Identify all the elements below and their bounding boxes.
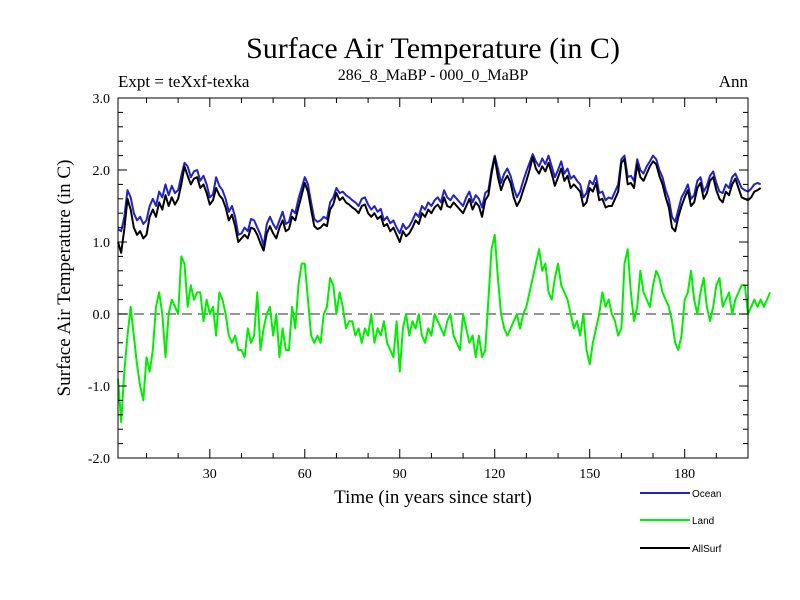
x-tick-label: 90 [393, 467, 407, 482]
y-tick-label: -1.0 [88, 380, 110, 395]
plot-frame [117, 97, 749, 459]
y-tick-label: -2.0 [88, 452, 110, 467]
y-tick-label: 2.0 [93, 164, 111, 179]
series-line-allsurf [117, 156, 762, 254]
subtitle-center: 286_8_MaBP - 000_0_MaBP [338, 67, 529, 84]
y-tick-label: 0.0 [93, 308, 111, 323]
y-tick-label: 1.0 [93, 236, 111, 251]
subtitle-left: Expt = teXxf-texka [118, 72, 250, 91]
legend-label-allsurf: AllSurf [692, 544, 722, 555]
legend-label-land: Land [692, 516, 714, 527]
y-axis-label: Surface Air Temperature (in C) [54, 160, 75, 397]
subtitle-right: Ann [719, 72, 749, 91]
y-tick-labels: -2.0 -1.0 0.0 1.0 2.0 3.0 [88, 92, 110, 467]
x-tick-label: 120 [484, 467, 505, 482]
x-tick-label: 60 [298, 467, 312, 482]
x-axis-label: Time (in years since start) [334, 487, 532, 508]
chart-title: Surface Air Temperature (in C) [246, 32, 620, 65]
x-tick-label: 180 [674, 467, 695, 482]
ticks-layer [118, 97, 748, 459]
x-tick-label: 150 [579, 467, 600, 482]
y-tick-label: 3.0 [93, 92, 111, 107]
series-line-land [117, 233, 772, 423]
x-tick-labels: 30 60 90 120 150 180 [203, 467, 695, 482]
legend: Ocean Land AllSurf [640, 489, 722, 555]
x-tick-label: 30 [203, 467, 217, 482]
series-layer [117, 153, 772, 423]
legend-label-ocean: Ocean [692, 489, 721, 500]
series-line-ocean [117, 153, 762, 247]
